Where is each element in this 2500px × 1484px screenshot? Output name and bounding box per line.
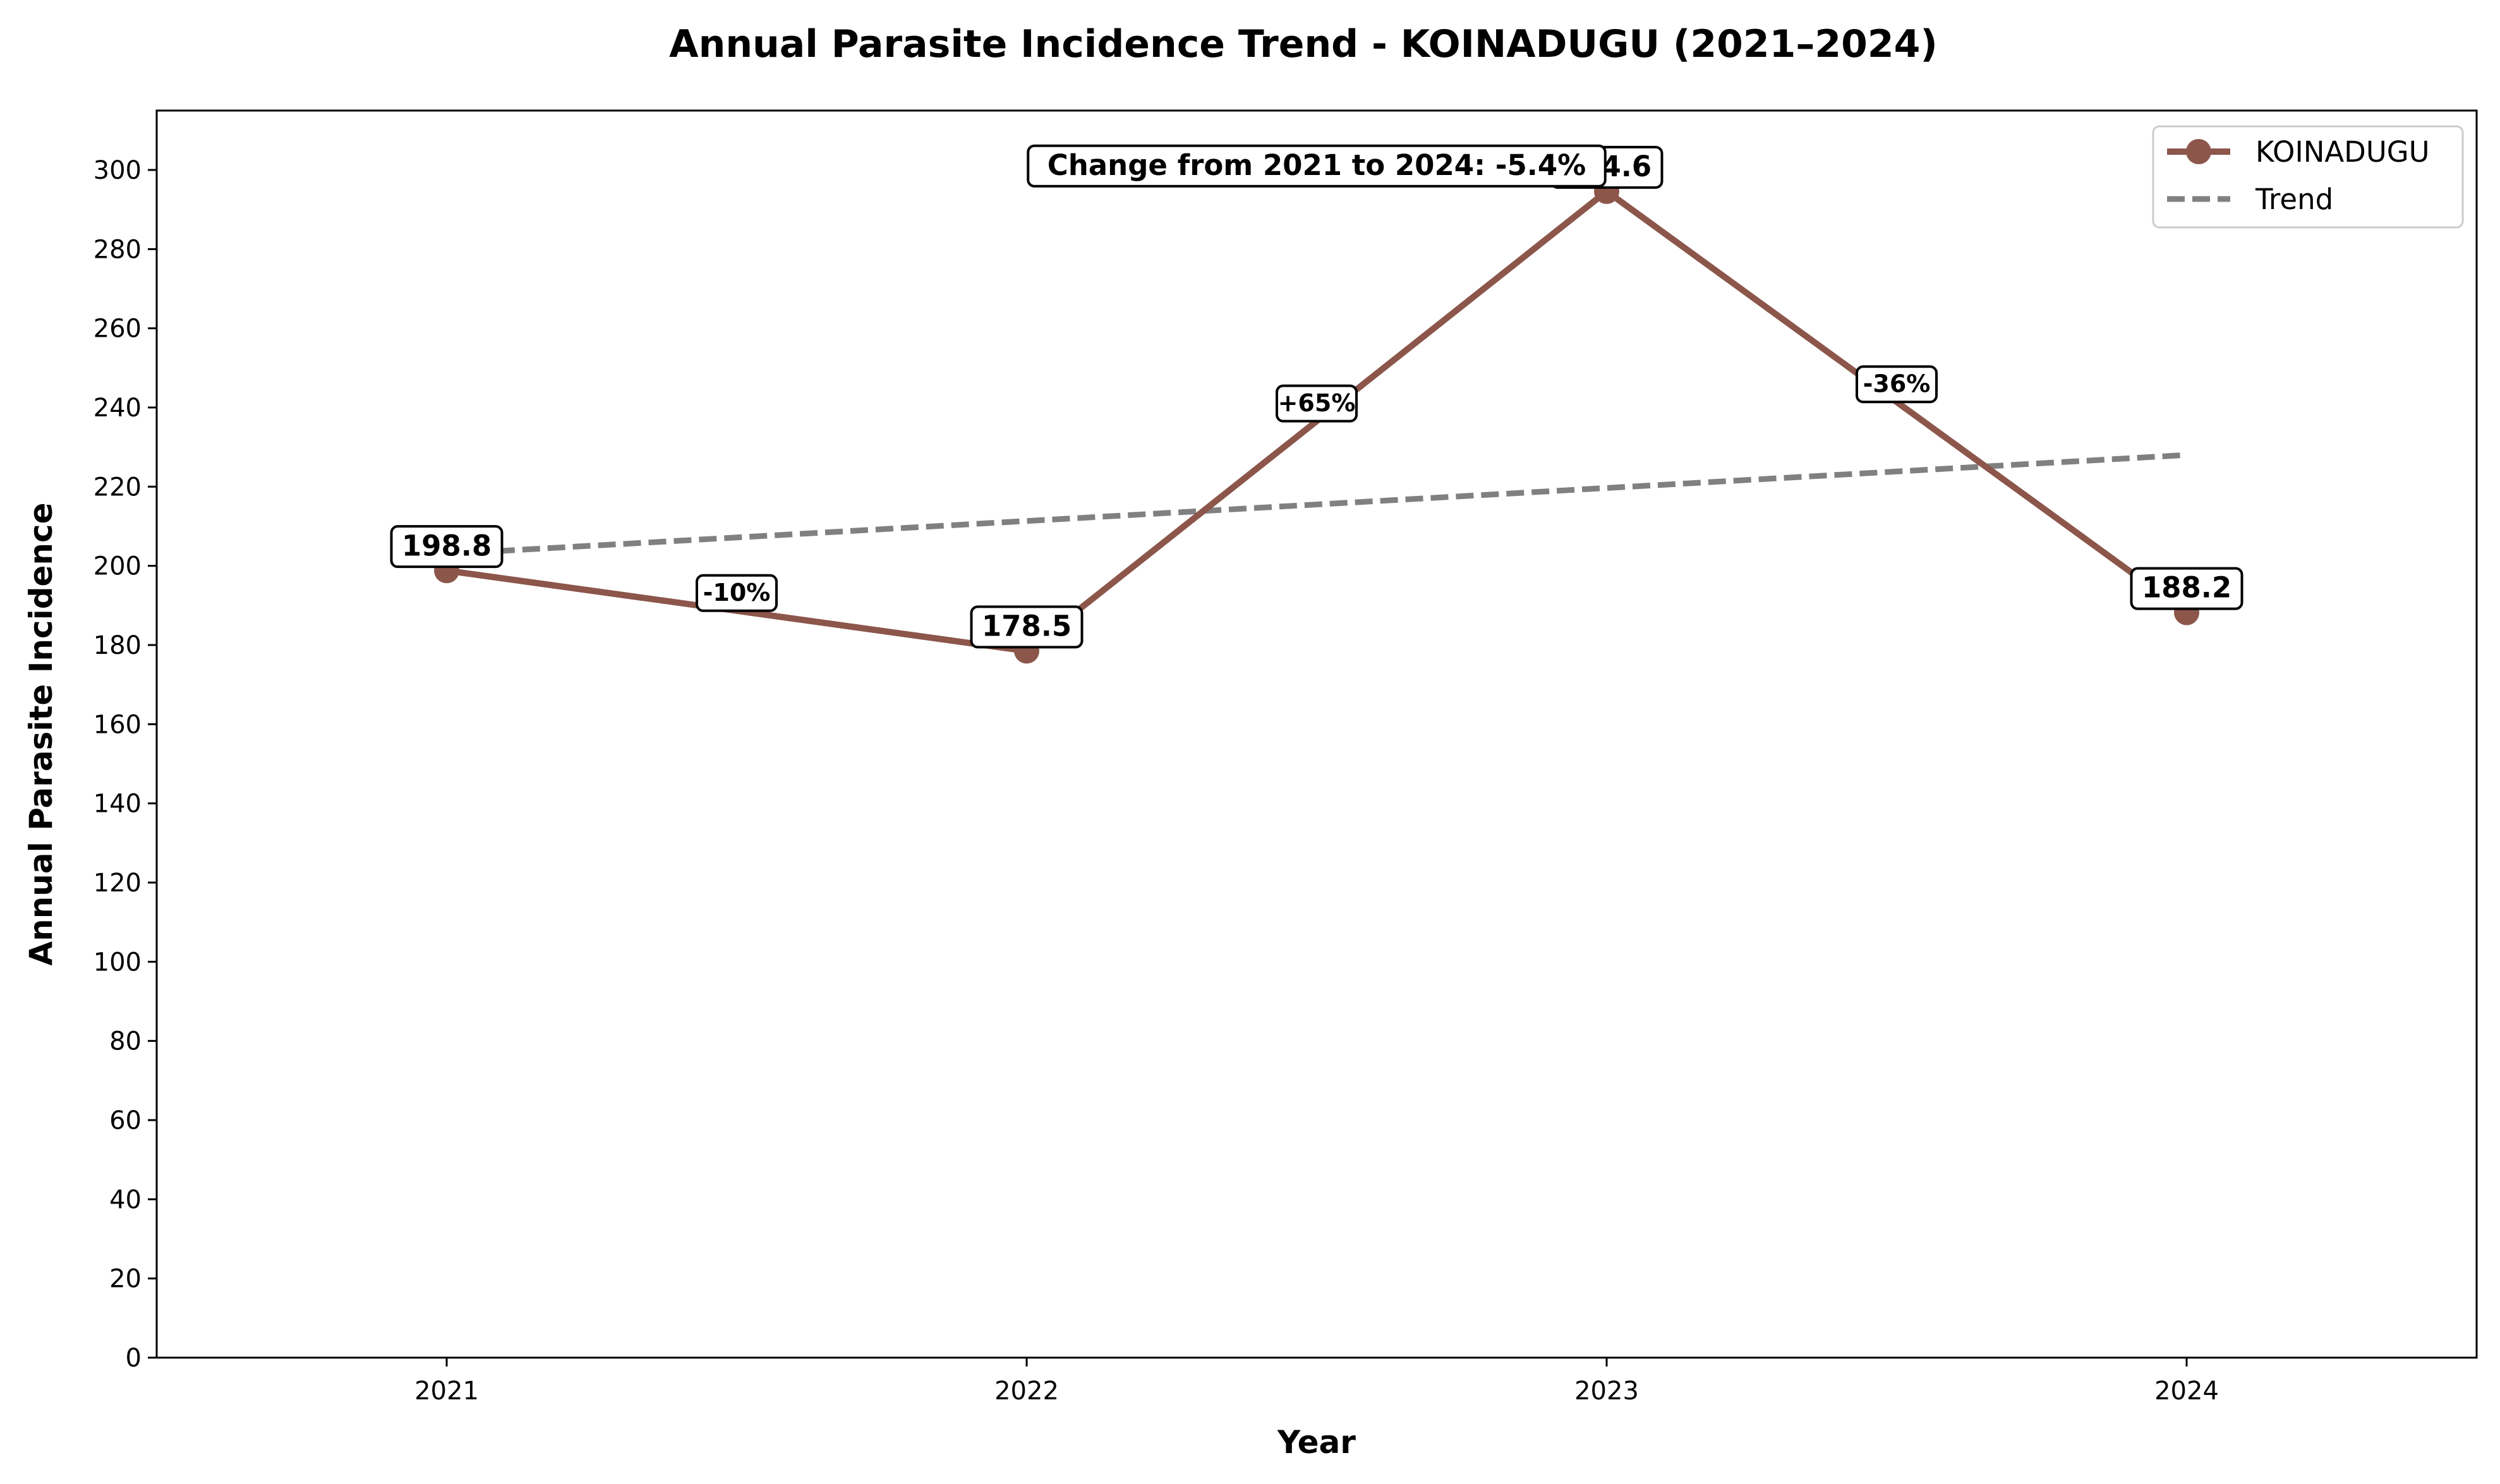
y-tick-label: 300 xyxy=(94,156,142,185)
change-note: Change from 2021 to 2024: -5.4% xyxy=(1027,144,1607,188)
value-label-text: 198.8 xyxy=(402,529,492,562)
change-label-text: +65% xyxy=(1278,389,1356,417)
x-axis-title: Year xyxy=(1277,1424,1356,1461)
legend-series-label: KOINADUGU xyxy=(2255,135,2430,169)
change-label-box xyxy=(696,574,778,612)
value-label-text: 188.2 xyxy=(2142,571,2231,605)
y-tick-label: 60 xyxy=(109,1106,142,1135)
change-label: -36% xyxy=(1856,365,1938,404)
change-note-box xyxy=(1027,144,1607,188)
change-label: +65% xyxy=(1276,384,1358,423)
y-tick-label: 120 xyxy=(94,869,142,898)
trend-line xyxy=(446,452,2187,557)
value-label-box xyxy=(2130,567,2243,610)
change-label-text: -10% xyxy=(703,579,771,606)
value-label-box xyxy=(390,525,504,569)
y-tick-label: 100 xyxy=(94,948,142,977)
trend-layer xyxy=(446,452,2187,557)
axes xyxy=(155,109,2478,1359)
x-tick-label: 2023 xyxy=(1574,1377,1639,1406)
y-tick-label: 260 xyxy=(94,315,142,344)
change-label: -10% xyxy=(696,574,778,612)
y-tick-label: 180 xyxy=(94,631,142,660)
legend-series-marker xyxy=(2186,139,2211,164)
legend: KOINADUGU Trend xyxy=(2152,125,2464,229)
y-tick-label: 140 xyxy=(94,790,142,819)
y-tick-label: 80 xyxy=(109,1027,142,1056)
value-label: 188.2 xyxy=(2130,567,2243,610)
x-tick-label: 2022 xyxy=(994,1377,1059,1406)
x-tick-label: 2024 xyxy=(2154,1377,2219,1406)
value-label-text: 178.5 xyxy=(982,609,1072,642)
x-axis-ticks: 2021 2022 2023 2024 xyxy=(414,1358,2219,1406)
y-axis-title: Annual Parasite Incidence xyxy=(23,502,59,965)
legend-box xyxy=(2152,125,2464,229)
y-tick-label: 20 xyxy=(109,1265,142,1294)
legend-trend-label: Trend xyxy=(2255,183,2333,216)
change-label-box xyxy=(1276,384,1358,423)
value-label-box xyxy=(970,605,1084,649)
y-tick-label: 160 xyxy=(94,710,142,739)
y-tick-label: 240 xyxy=(94,394,142,423)
chart-title: Annual Parasite Incidence Trend - KOINAD… xyxy=(669,22,1938,66)
y-tick-label: 40 xyxy=(109,1185,142,1214)
plot-frame xyxy=(155,109,2478,1359)
change-label-box xyxy=(1856,365,1938,404)
x-tick-label: 2021 xyxy=(414,1377,479,1406)
value-label: 178.5 xyxy=(970,605,1084,649)
y-tick-label: 0 xyxy=(126,1344,142,1373)
change-label-text: -36% xyxy=(1863,370,1931,398)
y-tick-label: 220 xyxy=(94,473,142,502)
y-tick-label: 200 xyxy=(94,552,142,581)
y-tick-label: 280 xyxy=(94,235,142,264)
change-note-text: Change from 2021 to 2024: -5.4% xyxy=(1048,148,1586,182)
y-axis-ticks: 0 20 40 60 80 100 120 140 160 180 200 220 240 260 280 3… xyxy=(94,156,157,1373)
value-label: 198.8 xyxy=(390,525,504,569)
